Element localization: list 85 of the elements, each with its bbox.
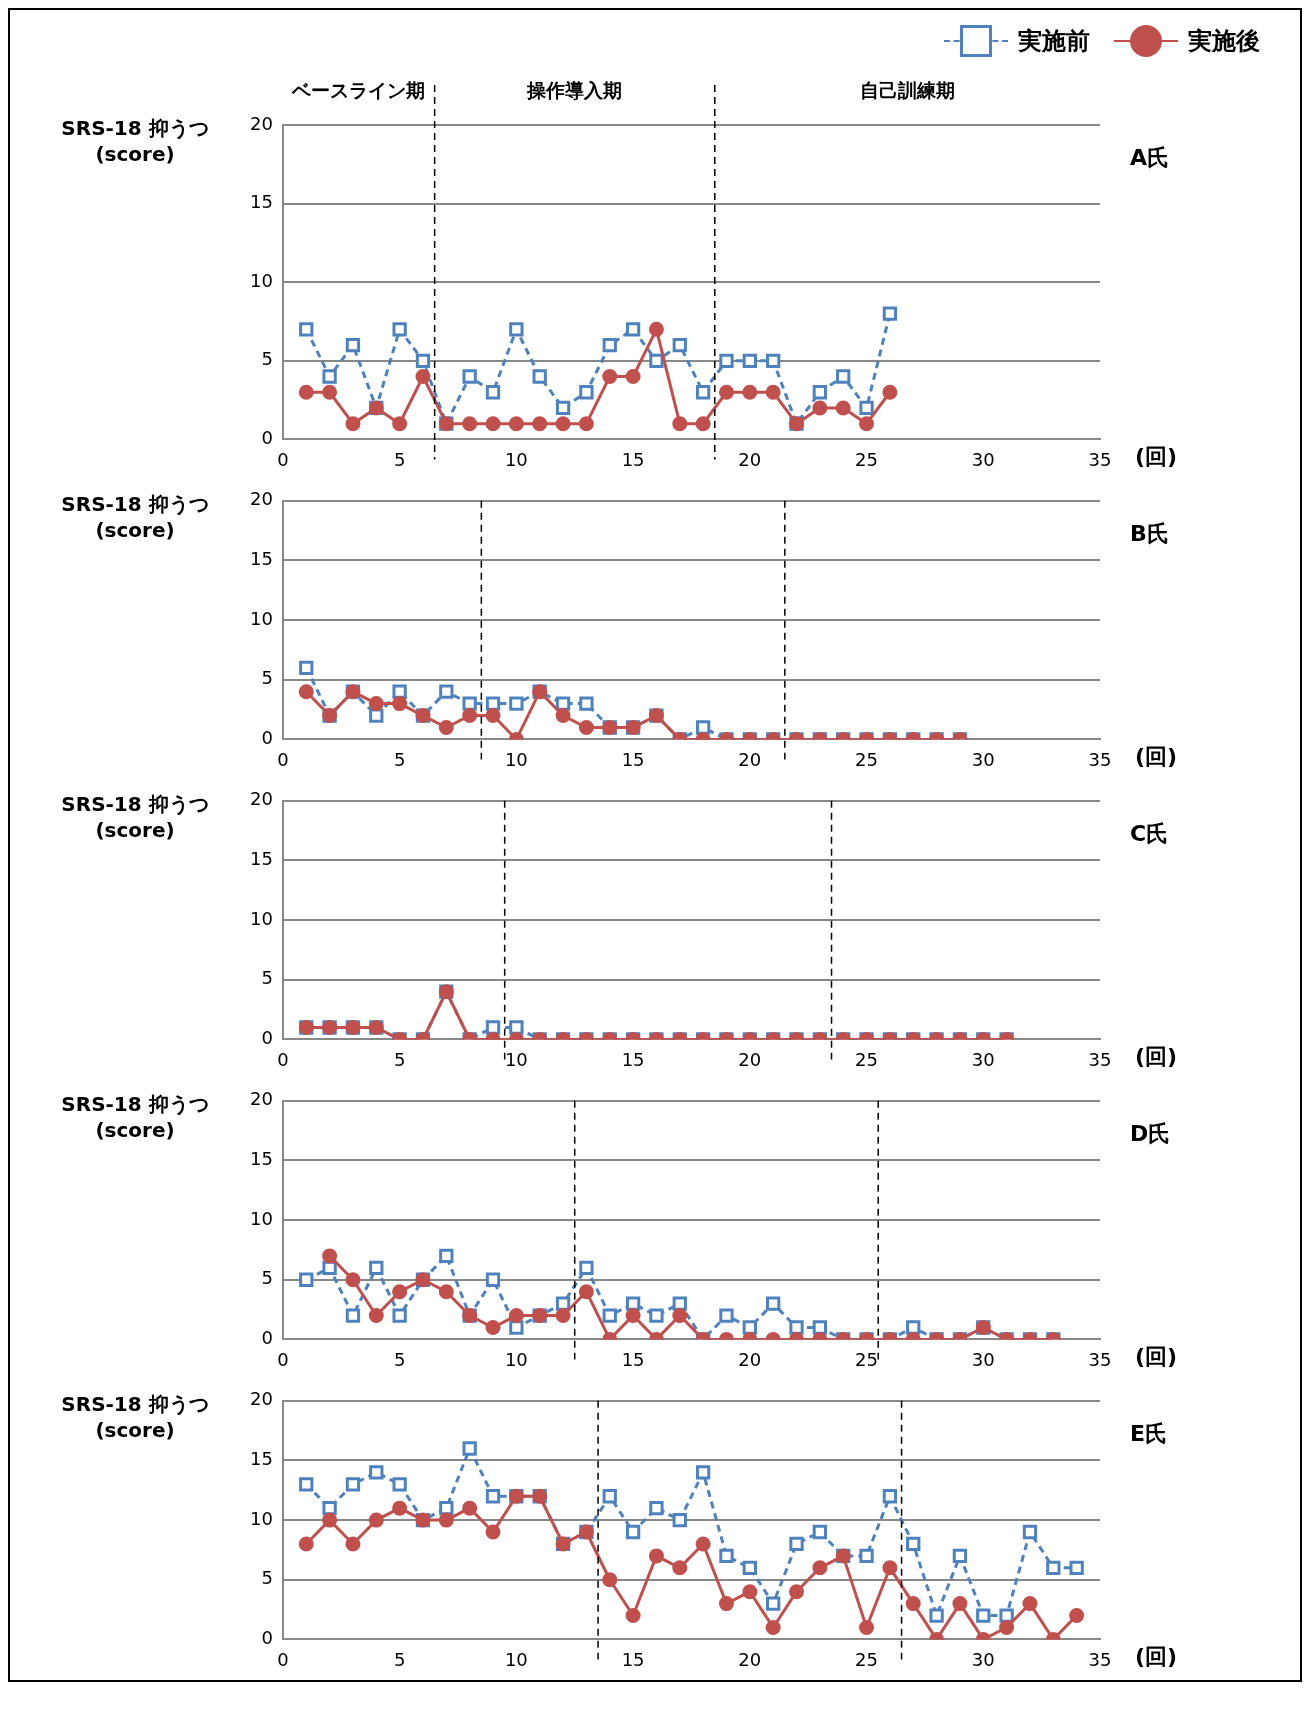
y-tick-label: 10 xyxy=(250,907,273,929)
y-tick-label: 0 xyxy=(261,1027,273,1049)
legend-label: 実施前 xyxy=(1018,26,1090,57)
x-tick-label: 25 xyxy=(855,748,878,770)
x-tick-label: 25 xyxy=(855,448,878,470)
y-axis-title: SRS-18 抑うつ (score) xyxy=(61,1091,209,1142)
x-tick-label: 35 xyxy=(1088,1048,1112,1070)
y-tick-label: 15 xyxy=(250,191,273,213)
x-tick-label: 20 xyxy=(738,748,762,770)
x-tick-label: 10 xyxy=(504,1048,528,1070)
x-tick-label: 5 xyxy=(393,1348,406,1370)
y-tick-label: 0 xyxy=(261,1327,273,1349)
y-tick-label: 20 xyxy=(250,112,273,134)
text: 自己訓練期 xyxy=(859,79,955,101)
y-tick-label: 15 xyxy=(250,848,273,870)
y-tick-label: 10 xyxy=(250,607,273,629)
x-axis-title: (回) xyxy=(1135,1044,1178,1070)
x-tick-label: 30 xyxy=(971,1048,995,1070)
y-tick-label: 10 xyxy=(250,269,273,291)
y-tick-label: 5 xyxy=(261,1567,273,1589)
x-tick-label: 15 xyxy=(621,448,645,470)
x-tick-label: 25 xyxy=(855,1648,878,1670)
x-axis-title: (回) xyxy=(1135,1644,1178,1670)
y-tick-label: 5 xyxy=(261,348,273,370)
x-tick-label: 0 xyxy=(277,1648,289,1670)
text: D氏 xyxy=(1130,1120,1171,1146)
x-tick-label: 15 xyxy=(621,1048,645,1070)
text: C氏 xyxy=(1130,820,1169,846)
y-axis-title: SRS-18 抑うつ (score) xyxy=(61,116,209,166)
x-tick-label: 25 xyxy=(855,1048,878,1070)
x-tick-label: 0 xyxy=(277,1348,289,1370)
y-axis-title: SRS-18 抑うつ (score) xyxy=(61,491,209,542)
x-tick-label: 5 xyxy=(393,1048,406,1070)
x-tick-label: 10 xyxy=(504,1648,528,1670)
y-tick-label: 15 xyxy=(250,1448,273,1470)
y-axis-title: SRS-18 抑うつ (score) xyxy=(61,1391,209,1442)
x-tick-label: 15 xyxy=(621,1348,645,1370)
x-tick-label: 30 xyxy=(971,448,995,470)
y-tick-label: 5 xyxy=(261,1267,273,1289)
y-tick-label: 20 xyxy=(250,1088,273,1110)
text: A氏 xyxy=(1130,145,1170,170)
y-tick-label: 5 xyxy=(261,967,273,989)
x-tick-label: 0 xyxy=(277,448,289,470)
x-tick-label: 20 xyxy=(738,1648,762,1670)
y-tick-label: 5 xyxy=(261,667,273,689)
x-tick-label: 15 xyxy=(621,748,645,770)
x-axis-title: (回) xyxy=(1135,444,1178,470)
x-tick-label: 30 xyxy=(971,1348,995,1370)
y-tick-label: 0 xyxy=(261,427,273,449)
y-axis-title: SRS-18 抑うつ (score) xyxy=(61,791,209,842)
x-tick-label: 35 xyxy=(1088,748,1112,770)
x-tick-label: 30 xyxy=(971,1648,995,1670)
x-tick-label: 10 xyxy=(504,1348,528,1370)
y-tick-label: 20 xyxy=(250,488,273,510)
text: B氏 xyxy=(1130,520,1169,546)
text: 操作導入期 xyxy=(526,79,623,101)
y-tick-label: 20 xyxy=(250,1388,273,1410)
text: E氏 xyxy=(1130,1420,1168,1446)
x-tick-label: 25 xyxy=(855,1348,878,1370)
x-axis-title: (回) xyxy=(1135,744,1178,770)
x-tick-label: 5 xyxy=(393,748,406,770)
y-tick-label: 0 xyxy=(261,1627,273,1649)
x-tick-label: 0 xyxy=(277,1048,289,1070)
x-tick-label: 20 xyxy=(738,1348,762,1370)
x-tick-label: 20 xyxy=(738,1048,762,1070)
legend-label: 実施後 xyxy=(1188,26,1260,57)
x-tick-label: 15 xyxy=(621,1648,645,1670)
x-tick-label: 20 xyxy=(738,448,762,470)
text: ベースライン期 xyxy=(291,79,426,101)
x-tick-label: 35 xyxy=(1088,448,1112,470)
x-tick-label: 30 xyxy=(971,748,995,770)
x-axis-title: (回) xyxy=(1135,1344,1178,1370)
x-tick-label: 35 xyxy=(1088,1348,1112,1370)
x-tick-label: 5 xyxy=(393,448,406,470)
y-tick-label: 10 xyxy=(250,1207,273,1229)
y-tick-label: 10 xyxy=(250,1507,273,1529)
x-tick-label: 0 xyxy=(277,748,289,770)
y-tick-label: 0 xyxy=(261,727,273,749)
x-tick-label: 10 xyxy=(504,748,528,770)
y-tick-label: 20 xyxy=(250,788,273,810)
x-tick-label: 35 xyxy=(1088,1648,1112,1670)
x-tick-label: 5 xyxy=(393,1648,406,1670)
y-tick-label: 15 xyxy=(250,1148,273,1170)
x-tick-label: 10 xyxy=(504,448,528,470)
y-tick-label: 15 xyxy=(250,548,273,570)
